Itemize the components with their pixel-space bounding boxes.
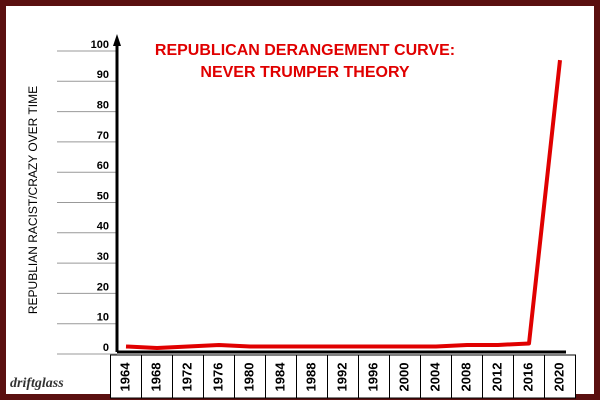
y-tick-label: 30 xyxy=(97,251,109,263)
x-label-cell xyxy=(420,354,452,399)
x-label-cell xyxy=(544,354,576,399)
x-label-cell xyxy=(482,354,514,399)
x-tick-label: 1964 xyxy=(117,362,132,392)
y-tick-label: 40 xyxy=(97,221,109,233)
x-tick-label: 1972 xyxy=(179,363,194,392)
x-label-cell xyxy=(141,354,173,399)
y-tick-label: 50 xyxy=(97,190,109,202)
y-axis-label: REPUBLIAN RACIST/CRAZY OVER TIME xyxy=(26,86,40,314)
y-tick-label: 80 xyxy=(97,100,109,112)
y-tick-label: 0 xyxy=(103,342,109,354)
chart-title: NEVER TRUMPER THEORY xyxy=(200,64,410,81)
x-label-cell xyxy=(110,354,142,399)
y-tick-label: 20 xyxy=(97,281,109,293)
y-tick-label: 60 xyxy=(97,160,109,172)
x-label-cell xyxy=(265,354,297,399)
x-label-cell xyxy=(451,354,483,399)
x-tick-label: 2000 xyxy=(396,363,411,392)
y-tick-label: 10 xyxy=(97,312,109,324)
x-tick-label: 1992 xyxy=(334,363,349,392)
x-tick-label: 1996 xyxy=(365,363,380,392)
x-tick-label: 2012 xyxy=(489,363,504,392)
x-tick-label: 1976 xyxy=(210,363,225,392)
x-tick-label: 1988 xyxy=(303,363,318,392)
x-tick-label: 2016 xyxy=(520,363,535,392)
x-tick-label: 1968 xyxy=(148,363,163,392)
x-label-cell xyxy=(234,354,266,399)
y-tick-label: 100 xyxy=(91,39,109,51)
x-tick-label: 2004 xyxy=(427,362,442,392)
x-tick-label: 1980 xyxy=(241,363,256,392)
y-tick-label: 90 xyxy=(97,69,109,81)
x-tick-label: 1984 xyxy=(272,362,287,392)
y-axis-arrow xyxy=(113,34,121,46)
x-label-cell xyxy=(513,354,545,399)
x-tick-label: 2020 xyxy=(551,363,566,392)
x-label-cell xyxy=(358,354,390,399)
x-tick-label: 2008 xyxy=(458,363,473,392)
y-tick-label: 70 xyxy=(97,130,109,142)
watermark: driftglass xyxy=(10,376,64,391)
x-label-cell xyxy=(203,354,235,399)
data-line xyxy=(125,59,562,350)
chart-title: REPUBLICAN DERANGEMENT CURVE: xyxy=(155,42,455,59)
x-label-cell xyxy=(296,354,328,399)
